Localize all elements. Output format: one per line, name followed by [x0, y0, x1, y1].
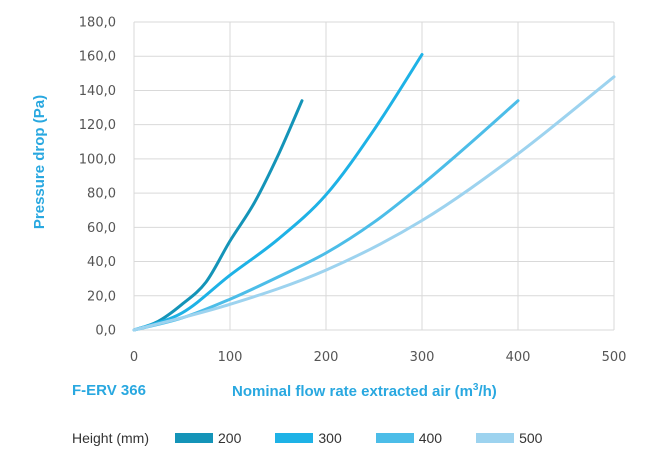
x-axis-label-superscript: 3	[472, 382, 479, 393]
series-line-300	[132, 53, 424, 332]
y-tick-label-2: 40,0	[87, 255, 116, 270]
legend-swatch-400	[375, 433, 414, 443]
y-tick-label-0: 0,0	[95, 324, 116, 339]
series-lines	[132, 53, 616, 332]
x-axis-label-main: Nominal flow rate extracted air (m	[232, 383, 473, 400]
x-tick-label-2: 200	[314, 350, 339, 365]
legend-label-200: 200	[218, 430, 242, 446]
x-tick-label-3: 300	[410, 350, 435, 365]
legend-title: Height (mm)	[72, 430, 150, 446]
y-tick-label-4: 80,0	[87, 187, 116, 202]
series-line-200	[132, 99, 304, 332]
legend-label-400: 400	[418, 430, 443, 446]
x-axis-label: Nominal flow rate extracted air (m3/h)	[232, 382, 497, 400]
legend-item-300: 300	[275, 430, 342, 446]
legend-item-200: 200	[175, 430, 241, 446]
y-tick-label-8: 160,0	[79, 50, 116, 65]
grid	[133, 21, 615, 331]
y-axis-ticks: 0,0 20,0 40,0 60,0 80,0 100,0 120,0 140,0 160,0 1…	[79, 16, 116, 339]
legend: Height (mm) 200 300 400 500	[72, 430, 576, 446]
y-tick-label-1: 20,0	[87, 289, 116, 304]
legend-item-500: 500	[476, 430, 542, 446]
y-tick-label-3: 60,0	[87, 221, 116, 236]
model-label: F-ERV 366	[72, 382, 146, 399]
x-axis-label-end: /h)	[478, 383, 497, 400]
legend-swatch-500	[476, 433, 515, 443]
legend-swatch-200	[175, 433, 214, 443]
x-tick-label-4: 400	[506, 350, 531, 365]
legend-item-400: 400	[375, 430, 443, 446]
legend-label-500: 500	[519, 430, 543, 446]
y-tick-label-9: 180,0	[79, 16, 116, 31]
x-tick-label-0: 0	[130, 350, 138, 365]
y-tick-label-7: 140,0	[79, 84, 116, 99]
series-line-500	[132, 75, 616, 332]
legend-swatch-300	[275, 433, 314, 443]
x-tick-label-5: 500	[602, 350, 627, 365]
y-tick-label-5: 100,0	[79, 152, 116, 167]
x-axis-ticks: 0 100 200 300 400 500	[130, 350, 627, 365]
y-axis-label: Pressure drop (Pa)	[31, 95, 48, 229]
legend-label-300: 300	[318, 430, 342, 446]
x-tick-label-1: 100	[218, 350, 243, 365]
y-tick-label-6: 120,0	[79, 118, 116, 133]
